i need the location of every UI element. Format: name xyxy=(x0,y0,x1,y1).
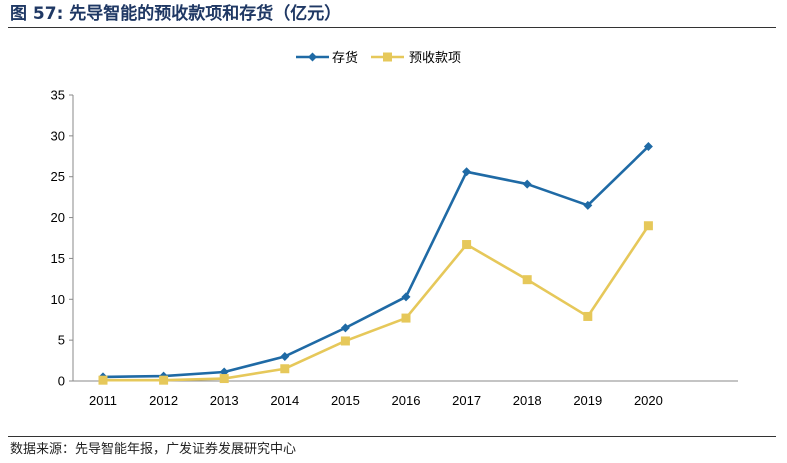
data-point xyxy=(401,313,411,323)
data-point xyxy=(340,336,350,346)
chart-legend: 存货 预收款项 xyxy=(296,50,461,66)
series-line xyxy=(103,225,650,382)
x-tick-label: 2011 xyxy=(89,393,117,408)
data-point xyxy=(401,292,411,302)
y-tick-label: 35 xyxy=(51,88,65,103)
data-point xyxy=(159,375,169,385)
data-point xyxy=(643,141,653,151)
data-point xyxy=(522,275,532,285)
data-point xyxy=(583,200,593,210)
y-tick-label: 20 xyxy=(51,210,65,225)
page-title: 图 57: 先导智能的预收款项和存货（亿元） xyxy=(10,4,342,24)
data-point xyxy=(219,374,229,384)
y-tick-label: 30 xyxy=(51,128,65,143)
x-tick-label: 2018 xyxy=(513,393,542,408)
legend-label: 预收款项 xyxy=(409,51,461,66)
data-point xyxy=(340,323,350,333)
x-tick-label: 2014 xyxy=(270,393,299,408)
data-point xyxy=(280,351,290,361)
chart-series xyxy=(98,141,653,385)
x-tick-label: 2015 xyxy=(331,393,360,408)
legend-marker xyxy=(383,52,392,62)
y-tick-label: 0 xyxy=(58,374,65,389)
legend-label: 存货 xyxy=(332,50,358,66)
data-point xyxy=(583,311,593,321)
series-1 xyxy=(98,141,653,382)
data-point xyxy=(462,167,472,177)
data-point xyxy=(280,364,290,374)
y-tick-label: 10 xyxy=(51,292,65,307)
title-divider xyxy=(8,27,776,28)
chart-axes: 0 5 10 15 20 25 30 35 2011 2012 2013 2014 2015 2016 20… xyxy=(51,88,738,408)
x-tick-label: 2019 xyxy=(573,393,602,408)
legend-marker xyxy=(308,52,317,62)
data-point xyxy=(643,221,653,231)
data-point xyxy=(462,240,472,250)
x-tick-label: 2016 xyxy=(392,393,421,408)
line-chart: 0 5 10 15 20 25 30 35 2011 2012 2013 2014 2015 2016 20… xyxy=(51,50,738,408)
data-point xyxy=(98,375,108,385)
series-line xyxy=(102,145,650,379)
y-tick-label: 25 xyxy=(51,169,65,184)
x-tick-label: 2012 xyxy=(149,393,178,408)
series-2 xyxy=(98,221,653,385)
data-point xyxy=(522,179,532,189)
x-tick-label: 2013 xyxy=(210,393,239,408)
y-tick-label: 5 xyxy=(58,333,65,348)
source-divider xyxy=(8,436,776,437)
y-tick-label: 15 xyxy=(51,251,65,266)
x-tick-label: 2017 xyxy=(452,393,481,408)
x-tick-label: 2020 xyxy=(634,393,663,408)
source-note: 数据来源：先导智能年报，广发证券发展研究中心 xyxy=(10,442,297,457)
